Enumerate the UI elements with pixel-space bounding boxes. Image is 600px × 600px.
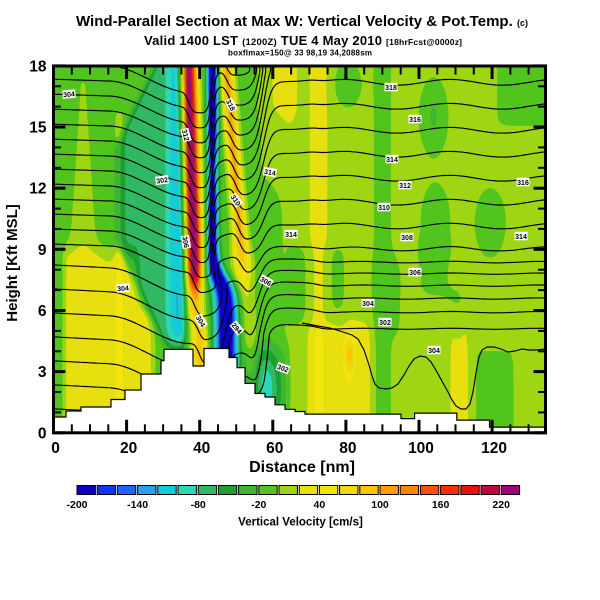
svg-text:-80: -80 — [191, 499, 206, 511]
svg-text:0: 0 — [38, 425, 47, 442]
svg-text:boxflmax=150@ 33 98,19 34,2088: boxflmax=150@ 33 98,19 34,2088sm — [228, 49, 372, 58]
svg-text:Valid 1400 LST (1200Z) TUE 4 M: Valid 1400 LST (1200Z) TUE 4 May 2010 [1… — [144, 33, 462, 48]
svg-text:Height [Kft MSL]: Height [Kft MSL] — [4, 204, 21, 321]
svg-text:120: 120 — [481, 440, 507, 457]
svg-text:304: 304 — [362, 301, 374, 308]
svg-text:9: 9 — [38, 242, 47, 259]
svg-text:314: 314 — [285, 232, 297, 239]
svg-text:-200: -200 — [66, 499, 87, 511]
svg-text:0: 0 — [51, 440, 60, 457]
svg-text:304: 304 — [428, 348, 440, 355]
svg-text:306: 306 — [409, 270, 421, 277]
svg-text:220: 220 — [492, 499, 510, 511]
svg-text:302: 302 — [156, 177, 169, 186]
svg-text:40: 40 — [314, 499, 326, 511]
svg-text:306: 306 — [180, 236, 189, 249]
svg-text:312: 312 — [399, 183, 411, 190]
svg-text:302: 302 — [276, 364, 289, 375]
svg-text:40: 40 — [193, 440, 210, 457]
svg-text:80: 80 — [339, 440, 356, 457]
svg-text:-20: -20 — [251, 499, 266, 511]
svg-text:304: 304 — [194, 315, 206, 329]
svg-text:18: 18 — [29, 58, 47, 75]
svg-text:304: 304 — [117, 285, 129, 293]
svg-text:100: 100 — [371, 499, 389, 511]
svg-text:310: 310 — [378, 205, 390, 212]
svg-text:Distance [nm]: Distance [nm] — [249, 459, 355, 476]
svg-text:302: 302 — [379, 320, 391, 327]
svg-text:-140: -140 — [127, 499, 148, 511]
svg-text:314: 314 — [386, 157, 398, 164]
svg-text:308: 308 — [401, 235, 413, 242]
svg-text:318: 318 — [224, 99, 236, 113]
svg-text:304: 304 — [63, 91, 75, 99]
svg-text:Wind-Parallel Section at Max W: Wind-Parallel Section at Max W: Vertical… — [76, 13, 528, 30]
svg-text:316: 316 — [409, 117, 421, 124]
svg-text:6: 6 — [38, 303, 47, 320]
svg-text:3: 3 — [38, 364, 47, 381]
svg-text:12: 12 — [29, 181, 46, 198]
svg-text:60: 60 — [266, 440, 283, 457]
svg-text:100: 100 — [408, 440, 434, 457]
svg-text:Vertical Velocity [cm/s]: Vertical Velocity [cm/s] — [238, 517, 363, 529]
svg-text:316: 316 — [517, 180, 529, 187]
svg-text:15: 15 — [29, 120, 47, 137]
svg-text:318: 318 — [385, 85, 397, 92]
svg-text:314: 314 — [263, 169, 276, 178]
svg-text:312: 312 — [180, 129, 190, 142]
svg-text:160: 160 — [432, 499, 450, 511]
svg-text:20: 20 — [120, 440, 137, 457]
svg-text:306: 306 — [259, 276, 273, 288]
svg-text:314: 314 — [515, 234, 527, 241]
